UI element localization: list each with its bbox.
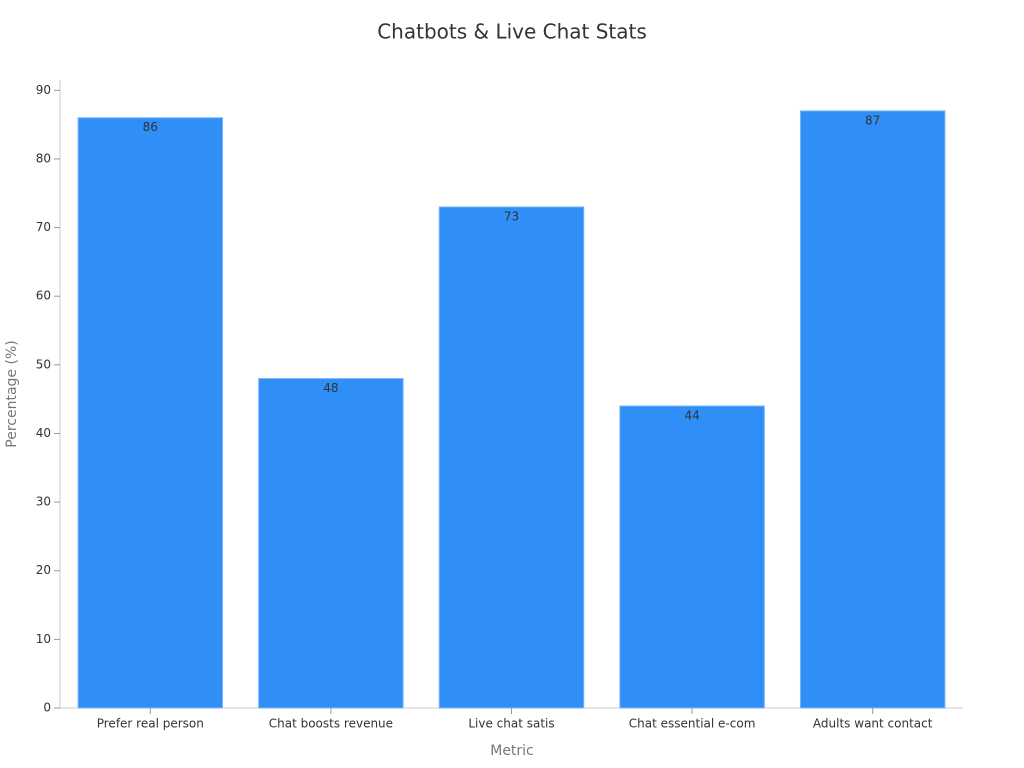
x-tick-label: Chat essential e-com [629,717,756,731]
y-tick-label: 20 [36,563,51,577]
y-tick-label: 10 [36,632,51,646]
y-axis-label: Percentage (%) [4,340,20,447]
bar [77,117,224,709]
bar [799,110,946,709]
y-tick-label: 50 [36,357,51,371]
y-tick-label: 80 [36,151,51,165]
value-label: 73 [504,209,519,223]
y-tick-label: 70 [36,220,51,234]
x-tick-label: Prefer real person [97,717,204,731]
value-label: 86 [143,120,158,134]
bar [438,206,585,709]
bar [258,378,404,709]
y-tick-label: 40 [36,426,51,440]
y-tick-label: 30 [36,495,51,509]
x-tick-label: Chat boosts revenue [269,717,393,731]
y-tick-label: 0 [43,701,51,715]
value-label: 48 [323,381,338,395]
chart-title: Chatbots & Live Chat Stats [377,20,647,44]
y-tick-label: 60 [36,289,51,303]
value-label: 87 [865,113,880,127]
bar [619,405,765,709]
x-axis-label: Metric [490,743,534,759]
y-tick-label: 90 [36,83,51,97]
x-tick-label: Live chat satis [468,717,554,731]
x-tick-label: Adults want contact [813,717,933,731]
value-label: 44 [684,409,699,423]
